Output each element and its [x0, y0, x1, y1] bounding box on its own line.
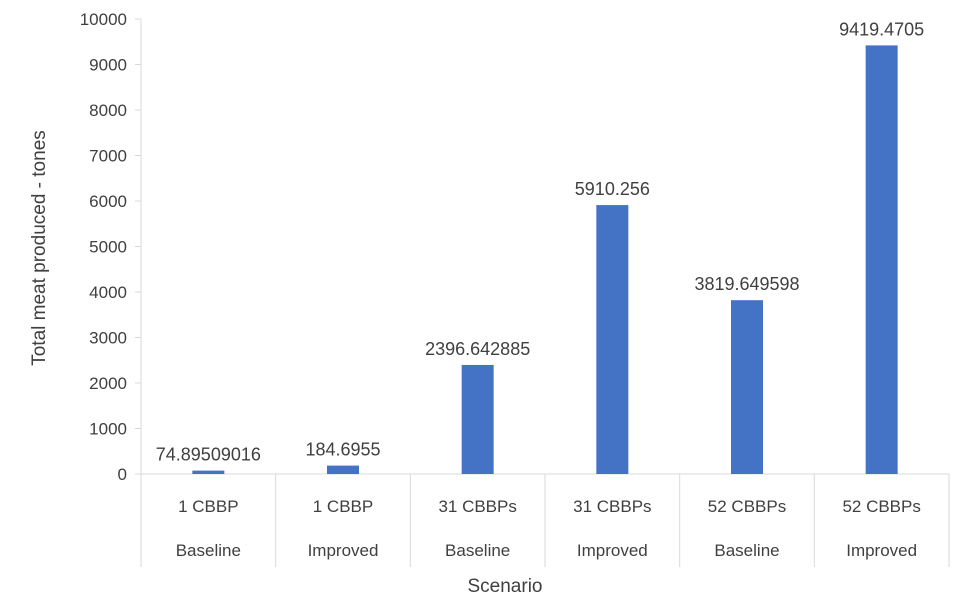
category-label-level2: Improved — [308, 541, 379, 560]
y-tick-label: 4000 — [89, 283, 127, 302]
category-label-level1: 1 CBBP — [313, 497, 373, 516]
y-tick-label: 9000 — [89, 56, 127, 75]
bar — [461, 364, 494, 474]
bars — [192, 45, 898, 474]
data-label: 3819.649598 — [694, 274, 799, 294]
category-label-level2: Improved — [577, 541, 648, 560]
category-label-level1: 52 CBBPs — [708, 497, 786, 516]
category-label-level1: 31 CBBPs — [573, 497, 651, 516]
y-tick-label: 0 — [118, 465, 127, 484]
y-tick-label: 10000 — [80, 10, 127, 29]
x-axis-categories: 1 CBBP Baseline 1 CBBP Improved 31 CBBPs Base… — [176, 497, 921, 560]
y-tick-label: 6000 — [89, 192, 127, 211]
category-label-level1: 1 CBBP — [178, 497, 238, 516]
data-label: 9419.4705 — [839, 19, 924, 39]
y-tick-label: 5000 — [89, 238, 127, 257]
data-labels: 74.89509016 184.6955 2396.642885 5910.256 38… — [156, 19, 924, 464]
y-axis-title: Total meat produced - tones — [29, 130, 50, 366]
bar — [327, 465, 359, 474]
category-label-level2: Baseline — [714, 541, 779, 560]
category-label-level2: Baseline — [445, 541, 510, 560]
y-tick-label: 1000 — [89, 420, 127, 439]
y-tick-label: 7000 — [89, 147, 127, 166]
y-axis-ticks: 0 1000 2000 3000 4000 5000 6000 7000 8000 9000 100… — [80, 10, 141, 484]
x-axis-title: Scenario — [468, 576, 543, 597]
category-label-level2: Baseline — [176, 541, 241, 560]
bar — [596, 205, 629, 474]
category-label-level1: 52 CBBPs — [842, 497, 920, 516]
bar — [192, 470, 225, 474]
category-label-level1: 31 CBBPs — [438, 497, 516, 516]
data-label: 74.89509016 — [156, 445, 261, 465]
y-tick-label: 2000 — [89, 374, 127, 393]
y-tick-label: 8000 — [89, 101, 127, 120]
bar — [865, 45, 898, 474]
data-label: 2396.642885 — [425, 339, 530, 359]
data-label: 184.6955 — [305, 440, 380, 460]
bar — [731, 300, 763, 474]
y-tick-label: 3000 — [89, 329, 127, 348]
axes — [140, 19, 950, 567]
data-label: 5910.256 — [575, 179, 650, 199]
category-label-level2: Improved — [846, 541, 917, 560]
